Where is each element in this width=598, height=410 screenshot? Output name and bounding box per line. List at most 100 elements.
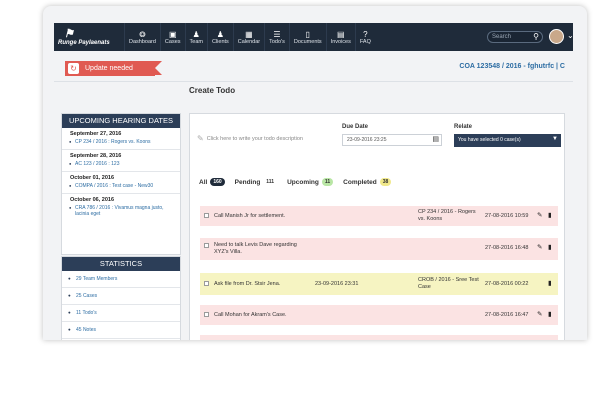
edit-icon[interactable]: ✎ [537,212,543,219]
create-todo-panel: ✎ Click here to write your todo descript… [189,113,565,340]
todo-checkbox[interactable] [204,243,209,248]
todo-row: Call Mohan for Akram's Case. 27-08-2016 … [200,305,558,325]
refresh-icon: ↻ [68,63,79,74]
todo-date: 27-08-2016 00:22 [485,281,529,287]
chat-bubble-icon: ⭗ [139,29,146,39]
trash-icon[interactable]: ▮ [548,311,552,318]
trash-icon[interactable]: ▮ [548,280,552,287]
tab-label: Upcoming [287,178,319,186]
nav-label: Documents [293,38,322,45]
nav-item-todos[interactable]: ☰ Todo's [264,23,289,51]
nav-item-faq[interactable]: ? FAQ [354,23,375,51]
case-reference-link[interactable]: COA 123548 / 2016 - fghutrfc | C [459,63,565,70]
todo-row: Need to talk Levis Dave regarding XYZ's … [200,238,558,260]
relate-case-select[interactable]: You have selected 0 case(s) ▼ [454,134,561,147]
caret-down-icon: ▼ [552,136,558,142]
todo-checkbox[interactable] [204,281,209,286]
question-icon: ? [363,29,368,39]
todo-checkbox[interactable] [204,213,209,218]
todo-description-input[interactable]: ✎ Click here to write your todo descript… [197,134,303,143]
todo-filter-tabs: All 160 Pending 111 Upcoming 11 Complete… [199,178,392,186]
hearing-group: October 01, 2016 COMPA / 2016 : Test cas… [62,172,180,194]
tab-label: Completed [343,178,377,186]
todo-date: 27-08-2016 16:47 [485,312,529,318]
tab-all[interactable]: All 160 [199,178,225,186]
stat-todos[interactable]: 11 Todo's [62,305,180,322]
team-icon: ♟ [192,29,200,39]
nav-label: Invoices [330,38,351,45]
invoice-icon: ▤ [336,29,345,39]
statistics-panel: STATISTICS 29 Team Members 25 Cases 11 T… [61,256,181,340]
search-icon[interactable]: ⚲ [533,32,539,41]
nav-item-documents[interactable]: ▯ Documents [288,23,326,51]
hearing-date: September 28, 2016 [70,153,122,159]
tab-pending[interactable]: Pending 111 [235,178,278,186]
brand-logo[interactable]: ⚑ Runge Paylaenats [54,23,114,51]
nav-item-clients[interactable]: ♟ Clients [206,23,233,51]
count-badge: 38 [379,178,392,186]
nav-label: Cases [164,38,181,45]
todo-date: 27-08-2016 16:48 [485,245,529,251]
panel-title: UPCOMING HEARING DATES [62,114,180,128]
hearing-group: September 28, 2016 AC 123 / 2016 : 123 [62,150,180,172]
nav-label: FAQ [359,38,371,45]
relate-label: Relate [454,124,473,130]
hearing-case-link[interactable]: AC 123 / 2016 : 123 [69,161,174,167]
todo-row: Call Manish Jr for settlement. CP 234 / … [200,206,558,226]
count-badge: 160 [210,178,225,186]
todo-text: Call Manish Jr for settlement. [214,213,286,219]
edit-icon[interactable]: ✎ [537,311,543,318]
nav-item-calendar[interactable]: ▦ Calendar [232,23,264,51]
trash-icon[interactable]: ▮ [548,244,552,251]
avatar[interactable] [549,29,564,44]
nav-item-cases[interactable]: ▣ Cases [159,23,185,51]
page-title: Create Todo [189,86,236,95]
due-date-input[interactable]: 23-09-2016 23:25 ▤ [342,134,442,146]
stat-team-members[interactable]: 29 Team Members [62,271,180,288]
hearing-date: October 01, 2016 [70,175,115,181]
due-date-label: Due Date [342,124,369,130]
count-badge: 11 [321,178,334,186]
relate-value: You have selected 0 case(s) [458,137,521,143]
tab-completed[interactable]: Completed 38 [343,178,392,186]
nav-label: Team [189,38,203,45]
todo-text: Ask file from Dr. Stsir Jena. [214,281,281,287]
edit-icon[interactable]: ✎ [537,244,543,251]
hearing-case-link[interactable]: CP 234 / 2016 : Rogers vs. Koons [69,139,174,145]
todo-row-partial [200,335,558,340]
tab-label: All [199,178,208,186]
panel-title: STATISTICS [62,257,180,271]
chevron-down-icon[interactable]: ⌄ [567,31,574,40]
todo-case-link[interactable]: CROB / 2016 - Sree Test Case [418,277,479,290]
trash-icon[interactable]: ▮ [548,212,552,219]
todo-case-link[interactable]: CP 234 / 2016 - Rogers vs. Koons [418,209,476,222]
stat-cases[interactable]: 25 Cases [62,288,180,305]
nav-item-invoices[interactable]: ▤ Invoices [325,23,355,51]
nav-label: Clients [211,38,229,45]
nav-label: Calendar [237,38,261,45]
brand-name: Runge Paylaenats [58,40,110,46]
checklist-icon: ☰ [273,29,281,39]
runner-logo-icon: ⚑ [64,28,74,40]
hearing-group: October 06, 2016 CRA 786 / 2016 : Vivamu… [62,194,180,221]
due-date-value: 23-09-2016 23:25 [347,137,387,143]
search-input[interactable]: Search ⚲ [487,31,543,43]
nav-item-dashboard[interactable]: ⭗ Dashboard [124,23,160,51]
update-needed-button[interactable]: ↻ Update needed [65,61,162,76]
count-badge: 111 [263,178,278,186]
todo-date: 27-08-2016 10:59 [485,213,529,219]
tab-upcoming[interactable]: Upcoming 11 [287,178,334,186]
hearing-case-link[interactable]: CRA 786 / 2016 : Vivamus magna justo, la… [69,205,174,217]
todo-text: Call Mohan for Akram's Case. [214,312,287,318]
app-window: ⚑ Runge Paylaenats ⭗ Dashboard ▣ Cases ♟… [43,6,587,340]
header-divider [54,81,573,82]
stat-notes[interactable]: 45 Notes [62,322,180,339]
pencil-icon: ✎ [197,134,204,143]
update-label: Update needed [85,65,133,72]
hearing-date: September 27, 2016 [70,131,122,137]
calendar-icon: ▦ [245,29,253,39]
calendar-icon[interactable]: ▤ [432,136,439,143]
nav-item-team[interactable]: ♟ Team [184,23,207,51]
hearing-case-link[interactable]: COMPA / 2016 : Test case - New30 [69,183,174,189]
todo-checkbox[interactable] [204,312,209,317]
